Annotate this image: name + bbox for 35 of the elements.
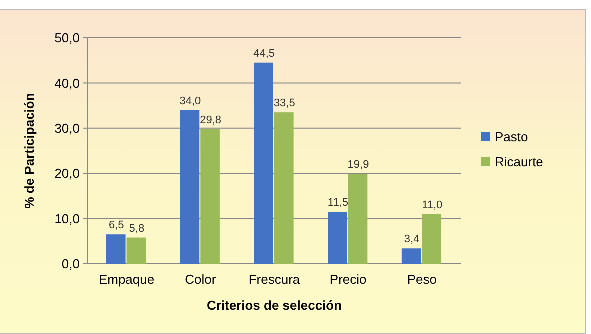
legend-label: Pasto — [495, 130, 528, 145]
x-tick-label: Empaque — [98, 272, 155, 287]
y-tick-label: 20,0 — [54, 166, 80, 182]
data-label: 33,5 — [274, 98, 296, 110]
y-axis-title: % de Participación — [22, 93, 37, 209]
x-tick-label: Frescura — [248, 272, 301, 287]
bar — [402, 248, 422, 264]
y-tick-label: 40,0 — [54, 76, 80, 91]
data-label: 6,5 — [108, 220, 124, 232]
data-label: 5,8 — [129, 222, 145, 235]
data-label: 11,0 — [422, 199, 443, 212]
data-label: 3,4 — [404, 234, 420, 246]
y-tick-label: 50,0 — [54, 30, 80, 46]
data-label: 19,9 — [348, 159, 370, 172]
legend-label: Ricaurte — [495, 154, 544, 170]
bar — [106, 234, 126, 264]
x-axis-title: Criterios de selección — [206, 298, 342, 313]
data-label: 29,8 — [200, 114, 222, 126]
y-tick-label: 10,0 — [54, 211, 80, 226]
x-tick-label: Color — [185, 272, 217, 287]
data-label: 11,5 — [328, 197, 348, 210]
bar — [200, 129, 220, 264]
bar — [348, 174, 368, 264]
bar — [422, 214, 442, 264]
bar — [126, 238, 146, 264]
bar — [254, 62, 274, 264]
bar — [180, 110, 200, 264]
x-tick-label: Peso — [407, 272, 438, 287]
y-tick-label: 30,0 — [54, 120, 80, 136]
data-label: 44,5 — [254, 48, 276, 60]
y-tick-label: 0,0 — [62, 256, 80, 272]
bar — [328, 212, 348, 264]
data-label: 34,0 — [180, 95, 202, 108]
x-tick-label: Precio — [330, 272, 367, 287]
bar — [274, 112, 294, 264]
